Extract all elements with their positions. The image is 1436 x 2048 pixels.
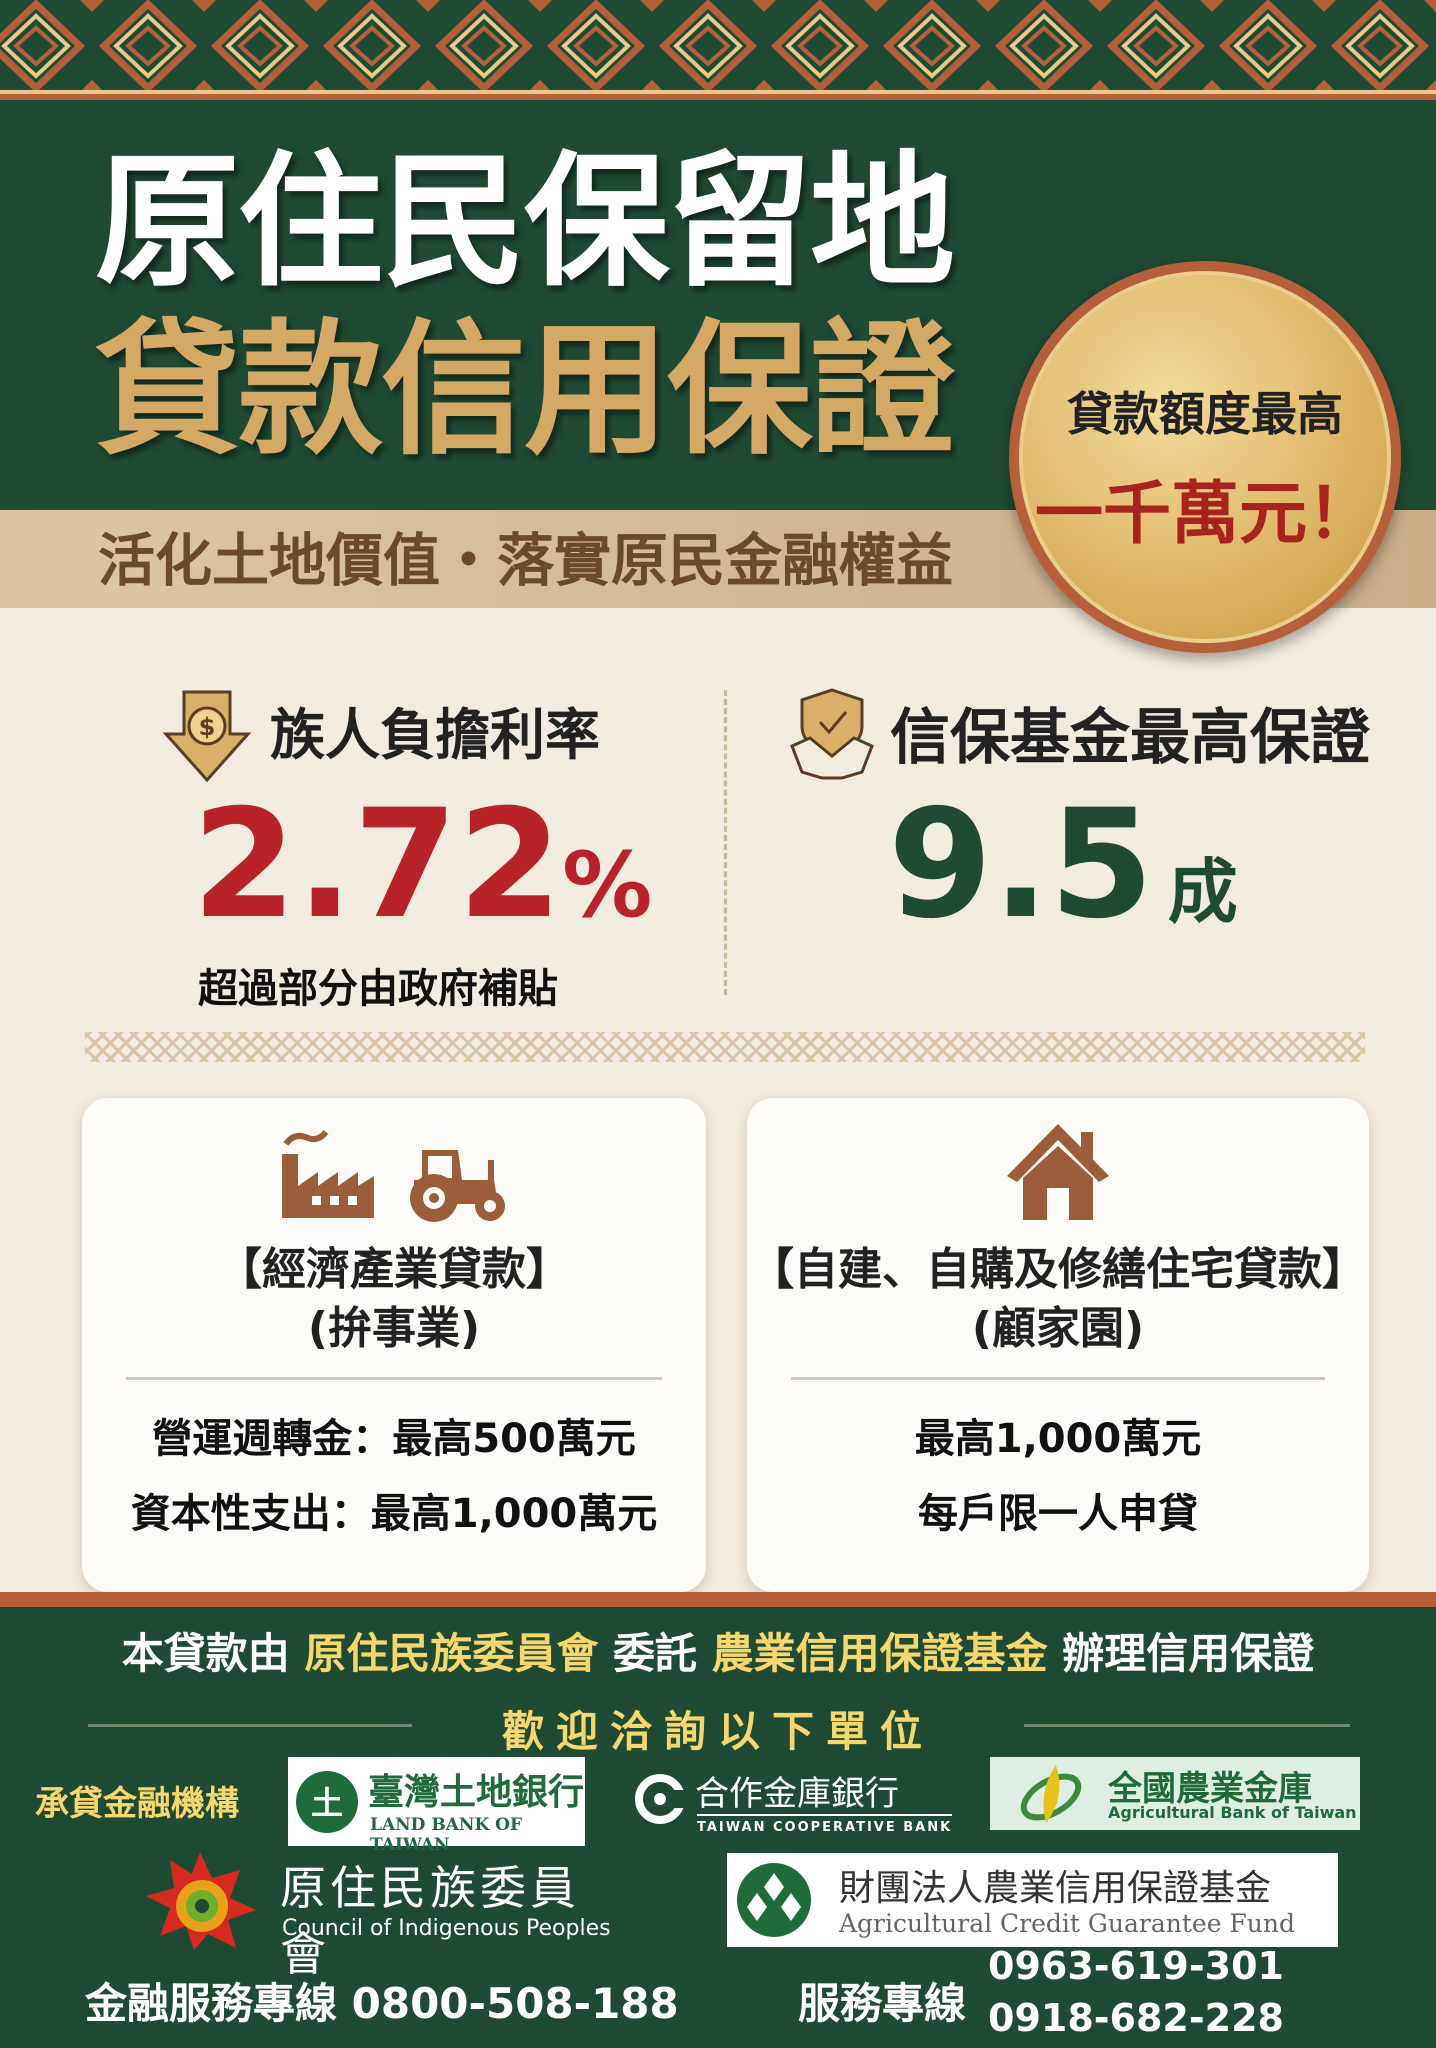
welcome-line-right — [1024, 1724, 1350, 1727]
agri-bank-name: 全國農業金庫 — [1108, 1769, 1312, 1809]
guarantee-value-group: 9.5 成 — [888, 790, 1238, 940]
lenders-label: 承貸金融機構 — [35, 1784, 239, 1824]
ornament-divider — [85, 1032, 1365, 1062]
rate-note: 超過部分由政府補貼 — [198, 966, 558, 1012]
card-title-sub: (拚事業) — [307, 1303, 481, 1355]
card-title-main: 【自建、自購及修繕住宅貸款】 — [750, 1244, 1366, 1295]
svg-text:土: 土 — [311, 1784, 343, 1822]
cip-en: Council of Indigenous Peoples — [282, 1916, 611, 1941]
service-phone[interactable]: 0918-682-228 — [988, 1996, 1284, 2040]
house-icon — [1007, 1124, 1109, 1220]
statement-org-acgf: 農業信用保證基金 — [711, 1629, 1048, 1678]
finance-hotline: 金融服務專線 0800-508-188 — [85, 1970, 679, 2031]
landbank-logo[interactable]: 土 臺灣土地銀行 LAND BANK OF TAIWAN — [288, 1757, 585, 1855]
card-housing-loan: 【自建、自購及修繕住宅貸款】 (顧家園) 最高1,000萬元 每戶限一人申貸 — [747, 1098, 1369, 1592]
cip-name: 原住民族委員會 — [280, 1861, 580, 1981]
card-item: 營運週轉金：最高500萬元 — [152, 1415, 636, 1462]
coop-bank-name: 合作金庫銀行 — [695, 1774, 899, 1814]
card-title: 【經濟產業貸款】 (拚事業) — [82, 1240, 706, 1359]
svg-text:$: $ — [199, 713, 216, 741]
shield-handshake-icon — [790, 688, 874, 780]
rate-value-group: 2.72% — [192, 790, 652, 940]
welcome-line-left — [88, 1724, 412, 1727]
acgf-en: Agricultural Credit Guarantee Fund — [839, 1909, 1295, 1938]
guarantee-unit: 成 — [1167, 851, 1238, 933]
acgf-emblem-icon — [737, 1863, 811, 1937]
card-divider — [126, 1376, 662, 1380]
coop-bank-en: TAIWAN COOPERATIVE BANK — [697, 1814, 953, 1835]
card-title: 【自建、自購及修繕住宅貸款】 (顧家園) — [747, 1240, 1369, 1359]
subtitle: 活化土地價值・落實原民金融權益 — [98, 528, 953, 594]
seal-line-1: 貸款額度最高 — [1067, 386, 1343, 441]
welcome-text: 歡迎洽詢以下單位 — [501, 1707, 934, 1756]
tractor-icon — [410, 1150, 505, 1222]
acgf-logo[interactable]: 財團法人農業信用保證基金 Agricultural Credit Guarant… — [727, 1853, 1338, 1947]
statement-text: 委託 — [612, 1629, 697, 1678]
title-line-2: 貸款信用保證 — [95, 306, 955, 475]
service-phone[interactable]: 0963-619-301 — [988, 1944, 1284, 1988]
card-item: 資本性支出：最高1,000萬元 — [130, 1490, 658, 1537]
landbank-name: 臺灣土地銀行 — [368, 1771, 585, 1813]
dollar-down-arrow-icon: $ — [162, 690, 252, 782]
cip-logo[interactable]: 原住民族委員會 Council of Indigenous Peoples — [140, 1850, 620, 1981]
title-line-1: 原住民保留地 — [95, 138, 955, 307]
factory-icon — [282, 1130, 374, 1218]
agri-bank-en: Agricultural Bank of Taiwan — [1108, 1803, 1357, 1822]
card-economic-loan: 【經濟產業貸款】 (拚事業) 營運週轉金：最高500萬元 資本性支出：最高1,0… — [82, 1098, 706, 1592]
rate-value: 2.72 — [192, 778, 563, 952]
guarantee-label: 信保基金最高保證 — [890, 703, 1370, 773]
card-item: 每戶限一人申貸 — [918, 1490, 1198, 1537]
footer-statement: 本貸款由 原住民族委員會 委託 農業信用保證基金 辦理信用保證 — [0, 1628, 1436, 1680]
finance-hotline-label: 金融服務專線 — [85, 1979, 338, 2028]
cip-emblem-icon — [146, 1852, 256, 1950]
landbank-en: LAND BANK OF TAIWAN — [370, 1815, 523, 1855]
rate-unit: % — [562, 833, 653, 938]
tribal-pattern-band — [0, 0, 1436, 100]
loan-limit-seal: 貸款額度最高 一千萬元！ — [1009, 261, 1401, 653]
statement-text: 辦理信用保證 — [1062, 1629, 1315, 1678]
agri-bank-logo[interactable]: 全國農業金庫 Agricultural Bank of Taiwan — [990, 1757, 1360, 1830]
service-hotline-numbers: 0963-619-301 0918-682-228 — [988, 1940, 1284, 2044]
seal-line-2: 一千萬元！ — [1034, 474, 1375, 554]
statement-text: 本貸款由 — [121, 1629, 290, 1678]
card-item: 最高1,000萬元 — [914, 1415, 1202, 1462]
card-divider — [791, 1376, 1325, 1380]
coop-bank-logo[interactable]: 合作金庫銀行 TAIWAN COOPERATIVE BANK — [635, 1762, 965, 1842]
acgf-name: 財團法人農業信用保證基金 — [839, 1868, 1272, 1909]
service-hotline-label: 服務專線 — [798, 1979, 967, 2028]
agri-bank-emblem-icon — [1020, 1765, 1082, 1823]
guarantee-value: 9.5 — [888, 778, 1154, 952]
card-title-main: 【經濟產業貸款】 — [218, 1244, 570, 1295]
rate-label: 族人負擔利率 — [270, 703, 601, 767]
statement-org-cip: 原住民族委員會 — [304, 1629, 599, 1678]
card-title-sub: (顧家園) — [971, 1303, 1145, 1355]
landbank-emblem-icon: 土 — [296, 1771, 358, 1833]
footer-top-stripe — [0, 1592, 1436, 1607]
coop-emblem-icon — [635, 1774, 685, 1824]
finance-hotline-number[interactable]: 0800-508-188 — [351, 1979, 679, 2028]
stat-divider — [724, 690, 727, 995]
